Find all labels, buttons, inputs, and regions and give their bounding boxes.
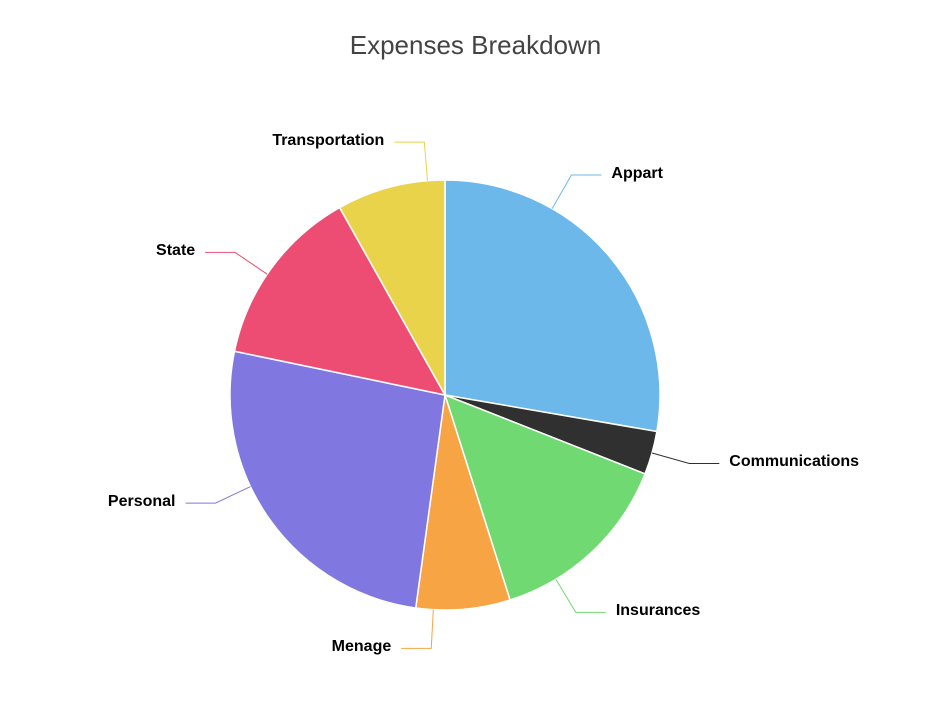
pie-slice-appart [445,180,660,432]
leader-line-transportation [394,142,427,181]
slice-label-transportation: Transportation [272,132,384,150]
leader-line-personal [185,487,250,503]
leader-line-state [205,252,267,274]
pie-slice-personal [230,351,445,608]
leader-line-appart [552,175,601,209]
slice-label-menage: Menage [332,638,392,656]
pie-svg [0,0,951,712]
slice-label-insurances: Insurances [616,602,700,620]
leader-line-menage [401,610,433,649]
slice-label-state: State [156,242,195,260]
expenses-pie-chart: Expenses Breakdown AppartCommunicationsI… [0,0,951,712]
slice-label-communications: Communications [729,453,859,471]
leader-line-insurances [556,579,606,612]
slice-label-personal: Personal [108,493,176,511]
slice-label-appart: Appart [611,165,663,183]
leader-line-communications [652,453,719,463]
